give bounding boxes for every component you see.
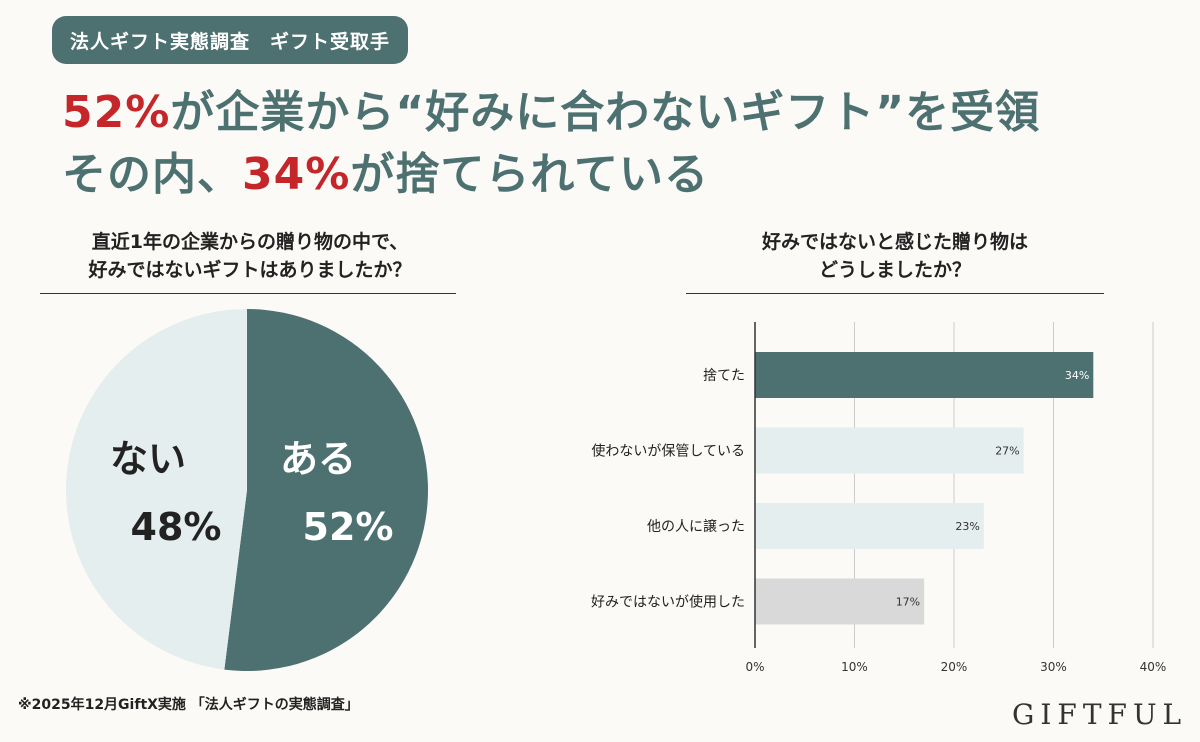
headline-text-1: が企業から“好みに合わないギフト”を受領 (170, 87, 1041, 138)
bar-question-line: 好みではないと感じた贈り物は (761, 231, 1028, 253)
bar-question-line: どうしましたか？ (818, 259, 971, 281)
headline-pct-2: 34% (242, 149, 351, 200)
giftful-logo: GIFTFUL (1012, 698, 1188, 731)
headline-line-2: その内、34%が捨てられている (62, 138, 709, 202)
category-label: 他の人に譲った (647, 519, 745, 535)
pie-question-line: 直近1年の企業からの贈り物の中で、 (91, 231, 409, 253)
x-tick-label: 10% (841, 660, 868, 674)
bar-4 (755, 578, 925, 625)
pie-slice-value: 52% (303, 505, 394, 549)
pie-slice-label: ない (110, 437, 186, 481)
pie-slice-label: ある (280, 437, 356, 481)
bar-value-label: 27% (995, 445, 1019, 458)
bar-2 (755, 427, 1024, 474)
bar-value-label: 17% (896, 596, 920, 609)
bar-question: 好みではないと感じた贈り物は どうしましたか？ (680, 228, 1110, 284)
category-label: 使わないが保管している (591, 443, 745, 460)
divider (686, 293, 1104, 294)
pie-question: 直近1年の企業からの贈り物の中で、 好みではないギフトはありましたか？ (20, 228, 480, 284)
headline-line-1: 52%が企業から“好みに合わないギフト”を受領 (62, 76, 1040, 140)
survey-badge: 法人ギフト実態調査 ギフト受取手 (52, 16, 408, 64)
headline-text-2: が捨てられている (350, 149, 710, 200)
headline-pre-2: その内、 (62, 149, 242, 200)
category-label: 捨てた (703, 367, 745, 384)
x-tick-label: 20% (941, 660, 968, 674)
bar-3 (755, 503, 984, 549)
headline-pct-1: 52% (62, 87, 171, 138)
divider (40, 293, 456, 294)
category-label: 好みではないが使用した (591, 594, 745, 611)
bar-value-label: 34% (1065, 369, 1089, 382)
footnote: ※2025年12月GiftX実施 「法人ギフトの実態調査」 (18, 697, 359, 713)
x-tick-label: 0% (745, 660, 764, 674)
pie-question-line: 好みではないギフトはありましたか？ (88, 259, 412, 281)
x-tick-label: 30% (1040, 660, 1067, 674)
pie-slice-2 (65, 309, 247, 670)
x-tick-label: 40% (1140, 660, 1167, 674)
pie-slice-value: 48% (131, 505, 222, 549)
pie-slice-1 (224, 309, 428, 671)
bar-value-label: 23% (955, 520, 979, 533)
bar-1 (755, 352, 1094, 398)
